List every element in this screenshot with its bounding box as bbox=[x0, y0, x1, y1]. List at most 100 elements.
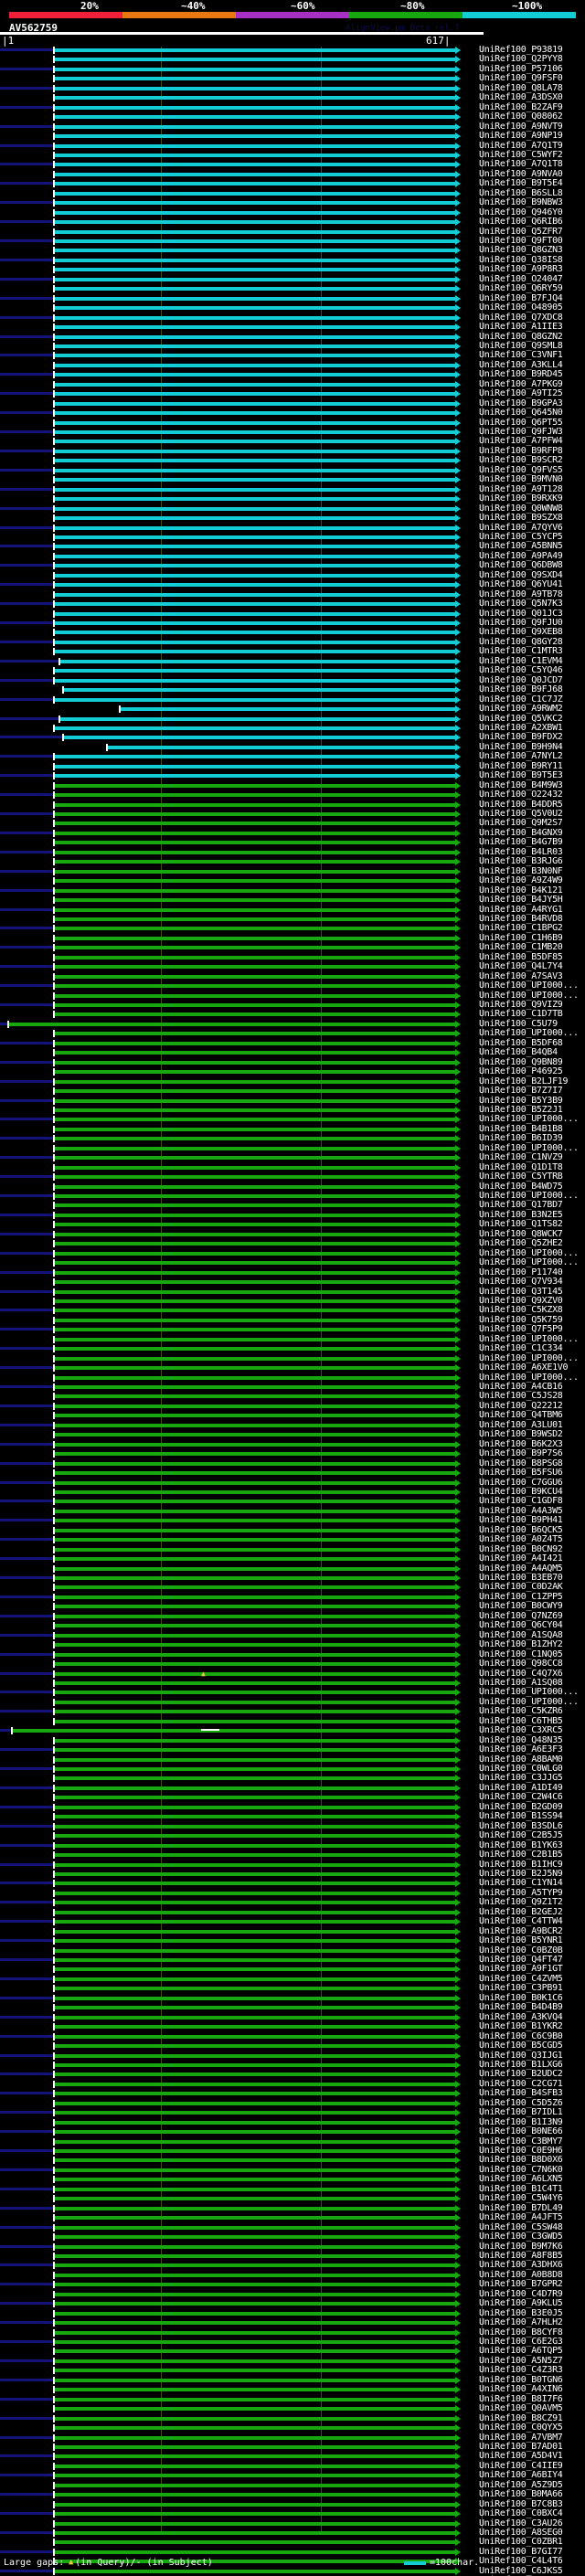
hit-label[interactable]: UniRef100_Q5ZHE2 bbox=[479, 1238, 563, 1249]
hsp-bar[interactable] bbox=[55, 1137, 455, 1141]
hit-label[interactable]: UniRef100_C7GGU6 bbox=[479, 1477, 563, 1488]
hsp-bar[interactable] bbox=[55, 2569, 455, 2573]
hit-label[interactable]: UniRef100_A9P8R3 bbox=[479, 264, 563, 275]
hit-row[interactable]: UniRef100_Q9SXD4 bbox=[0, 570, 585, 580]
hit-label[interactable]: UniRef100_B4WD75 bbox=[479, 1181, 563, 1192]
hit-label[interactable]: UniRef100_Q5N7K3 bbox=[479, 599, 563, 610]
hit-label[interactable]: UniRef100_Q98CC8 bbox=[479, 1659, 563, 1670]
hit-label[interactable]: UniRef100_B4JY5H bbox=[479, 895, 563, 906]
hit-row[interactable]: UniRef100_C4TTW4 bbox=[0, 1916, 585, 1926]
hsp-bar[interactable] bbox=[55, 860, 455, 864]
hit-row[interactable]: UniRef100_Q9FT00 bbox=[0, 236, 585, 246]
hit-label[interactable]: UniRef100_B6QCK5 bbox=[479, 1524, 563, 1535]
hit-row[interactable]: UniRef100_A5TYP9 bbox=[0, 1888, 585, 1898]
hit-row[interactable]: UniRef100_B1IHC9 bbox=[0, 1860, 585, 1870]
hsp-bar[interactable] bbox=[64, 736, 455, 740]
hit-label[interactable]: UniRef100_Q4L7Y4 bbox=[479, 961, 563, 972]
hsp-bar[interactable] bbox=[55, 1843, 455, 1848]
hsp-bar[interactable] bbox=[55, 1299, 455, 1303]
hit-row[interactable]: UniRef100_A5Z9D5 bbox=[0, 2480, 585, 2490]
hit-label[interactable]: UniRef100_B9RFP8 bbox=[479, 445, 563, 456]
hit-label[interactable]: UniRef100_C1YN14 bbox=[479, 1878, 563, 1889]
hsp-bar[interactable] bbox=[55, 678, 455, 683]
hsp-bar[interactable] bbox=[55, 2549, 455, 2554]
hit-row[interactable]: UniRef100_A9Z4W9 bbox=[0, 875, 585, 886]
hit-label[interactable]: UniRef100_B9FDX2 bbox=[479, 732, 563, 743]
hit-label[interactable]: UniRef100_Q6YU41 bbox=[479, 579, 563, 590]
hit-row[interactable]: UniRef100_Q01JC3 bbox=[0, 609, 585, 619]
hit-row[interactable]: UniRef100_B1YKR2 bbox=[0, 2021, 585, 2031]
hsp-bar[interactable] bbox=[55, 869, 455, 874]
hit-row[interactable]: UniRef100_Q3T145 bbox=[0, 1287, 585, 1297]
hsp-bar[interactable] bbox=[55, 2178, 455, 2182]
hit-row[interactable]: ▲ UniRef100_C4Q7X6 bbox=[0, 1669, 585, 1679]
hit-label[interactable]: UniRef100_B2UDC2 bbox=[479, 2069, 563, 2080]
hsp-bar[interactable] bbox=[55, 2454, 455, 2459]
hit-label[interactable]: UniRef100_C5WYF2 bbox=[479, 149, 563, 160]
hit-label[interactable]: UniRef100_Q7F5P9 bbox=[479, 1324, 563, 1335]
hsp-bar[interactable] bbox=[55, 1834, 455, 1839]
hsp-bar[interactable] bbox=[55, 115, 455, 120]
hit-row[interactable]: UniRef100_Q9XZV0 bbox=[0, 1296, 585, 1306]
hit-row[interactable]: UniRef100_Q9SML8 bbox=[0, 341, 585, 351]
hsp-bar[interactable] bbox=[55, 1232, 455, 1236]
hsp-bar[interactable] bbox=[55, 1547, 455, 1552]
hit-row[interactable]: UniRef100_Q7F5P9 bbox=[0, 1324, 585, 1335]
hsp-bar[interactable] bbox=[55, 1738, 455, 1743]
hsp-bar[interactable] bbox=[55, 1528, 455, 1532]
hit-label[interactable]: UniRef100_Q7NZ69 bbox=[479, 1610, 563, 1621]
hit-row[interactable]: UniRef100_B7FJQ4 bbox=[0, 293, 585, 303]
hsp-bar[interactable] bbox=[60, 716, 455, 721]
hit-row[interactable]: UniRef100_P11740 bbox=[0, 1267, 585, 1277]
hsp-bar[interactable] bbox=[121, 707, 455, 712]
hsp-bar[interactable] bbox=[55, 1118, 455, 1122]
hit-label[interactable]: UniRef100_C1BPG2 bbox=[479, 923, 563, 934]
hit-row[interactable]: UniRef100_C5YQ46 bbox=[0, 665, 585, 675]
hit-row[interactable]: UniRef100_A7Q1T8 bbox=[0, 159, 585, 169]
hit-label[interactable]: UniRef100_O24047 bbox=[479, 273, 563, 284]
hit-row[interactable]: UniRef100_B5DF68 bbox=[0, 1038, 585, 1048]
hit-row[interactable]: UniRef100_B9P7S6 bbox=[0, 1448, 585, 1458]
hit-row[interactable]: UniRef100_UPI000... bbox=[0, 991, 585, 1001]
hit-row[interactable]: UniRef100_B2UDC2 bbox=[0, 2069, 585, 2080]
hit-label[interactable]: UniRef100_A3DHX6 bbox=[479, 2260, 563, 2271]
hit-row[interactable]: UniRef100_Q8WCK7 bbox=[0, 1229, 585, 1239]
hsp-bar[interactable] bbox=[55, 48, 455, 52]
hsp-bar[interactable] bbox=[55, 1108, 455, 1112]
hit-row[interactable]: UniRef100_B4D4B9 bbox=[0, 2002, 585, 2012]
hit-label[interactable]: UniRef100_A4RYG1 bbox=[479, 904, 563, 915]
hit-label[interactable]: UniRef100_C3JJG5 bbox=[479, 1773, 563, 1784]
hit-row[interactable]: UniRef100_UPI000... bbox=[0, 981, 585, 991]
hit-label[interactable]: UniRef100_A9Z4W9 bbox=[479, 875, 563, 886]
hit-label[interactable]: UniRef100_Q0WNW8 bbox=[479, 503, 563, 514]
hit-row[interactable]: UniRef100_B9PH41 bbox=[0, 1515, 585, 1525]
hit-label[interactable]: UniRef100_C1GDF8 bbox=[479, 1496, 563, 1507]
hsp-bar[interactable] bbox=[55, 2034, 455, 2039]
hit-row[interactable]: UniRef100_B7GPR2 bbox=[0, 2279, 585, 2289]
hit-row[interactable]: UniRef100_A7QYV6 bbox=[0, 523, 585, 533]
hsp-bar[interactable] bbox=[55, 879, 455, 884]
hit-label[interactable]: UniRef100_B1SS94 bbox=[479, 1811, 563, 1822]
hsp-bar[interactable] bbox=[55, 2464, 455, 2468]
hit-row[interactable]: UniRef100_C0WLG0 bbox=[0, 1764, 585, 1774]
hit-row[interactable]: UniRef100_C1MTR3 bbox=[0, 646, 585, 656]
hit-row[interactable]: UniRef100_B7AD01 bbox=[0, 2442, 585, 2452]
hit-label[interactable]: UniRef100_C4ZVM5 bbox=[479, 1973, 563, 1984]
hit-label[interactable]: UniRef100_A7HLH2 bbox=[479, 2317, 563, 2328]
hit-label[interactable]: UniRef100_P93819 bbox=[479, 45, 563, 55]
hsp-bar[interactable] bbox=[55, 1691, 455, 1695]
hit-row[interactable]: UniRef100_Q8LA78 bbox=[0, 83, 585, 93]
hit-row[interactable]: UniRef100_B9WSD2 bbox=[0, 1429, 585, 1439]
hit-label[interactable]: UniRef100_A5D4V1 bbox=[479, 2451, 563, 2462]
hsp-bar[interactable] bbox=[55, 2082, 455, 2086]
hsp-bar[interactable] bbox=[55, 2388, 455, 2392]
hsp-bar[interactable] bbox=[55, 497, 455, 502]
hsp-bar[interactable] bbox=[60, 659, 455, 663]
hsp-bar[interactable] bbox=[55, 2407, 455, 2412]
hsp-bar[interactable] bbox=[55, 229, 455, 234]
hsp-bar[interactable] bbox=[55, 2149, 455, 2153]
hsp-bar[interactable] bbox=[55, 1824, 455, 1829]
hsp-bar[interactable] bbox=[55, 2444, 455, 2449]
hsp-bar[interactable] bbox=[55, 1500, 455, 1504]
hit-label[interactable]: UniRef100_B8PSG8 bbox=[479, 1458, 563, 1468]
